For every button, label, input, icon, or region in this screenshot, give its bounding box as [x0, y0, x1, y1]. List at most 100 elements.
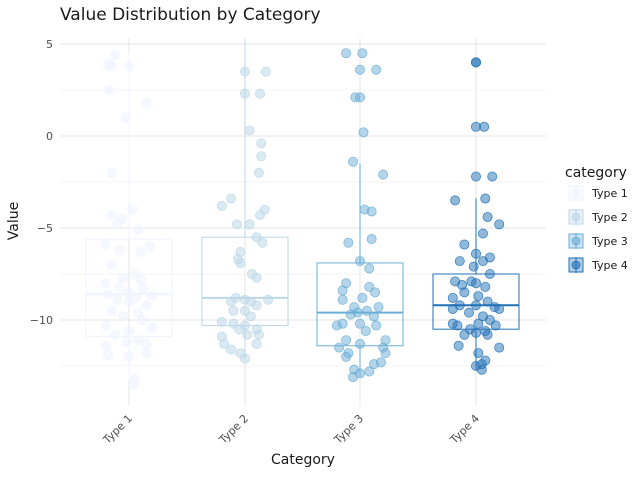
- box: [85, 238, 173, 338]
- y-tick-label: −10: [30, 314, 53, 327]
- data-point: [257, 237, 268, 248]
- data-point: [354, 338, 365, 349]
- legend-label: Type 3: [591, 235, 628, 248]
- data-point: [331, 320, 342, 331]
- data-point: [348, 372, 359, 383]
- data-point: [135, 274, 146, 285]
- data-point: [480, 193, 491, 204]
- data-point: [358, 127, 369, 138]
- data-point: [141, 338, 152, 349]
- data-point: [459, 329, 470, 340]
- data-point: [337, 285, 348, 296]
- data-point: [239, 88, 250, 99]
- data-point: [255, 88, 266, 99]
- grid: [60, 38, 546, 406]
- data-point: [137, 314, 148, 325]
- data-point: [103, 289, 114, 300]
- data-point: [133, 335, 144, 346]
- data-point: [112, 294, 123, 305]
- data-point: [124, 326, 135, 337]
- data-point: [482, 296, 493, 307]
- data-point: [118, 272, 129, 283]
- data-point: [484, 268, 495, 279]
- legend-swatch-point: [571, 236, 581, 246]
- data-point: [128, 379, 139, 390]
- legend-item: Type 3: [568, 233, 628, 249]
- data-point: [364, 263, 375, 274]
- data-point: [494, 219, 505, 230]
- data-point: [378, 169, 389, 180]
- data-point: [343, 237, 354, 248]
- data-point: [106, 210, 117, 221]
- data-point: [100, 278, 111, 289]
- data-point: [354, 92, 365, 103]
- data-point: [477, 256, 488, 267]
- data-point: [100, 320, 111, 331]
- data-point: [226, 296, 237, 307]
- box-group: [432, 57, 520, 375]
- data-point: [114, 245, 125, 256]
- data-point: [137, 283, 148, 294]
- data-point: [370, 287, 381, 298]
- data-point: [147, 322, 158, 333]
- data-point: [480, 281, 491, 292]
- data-point: [360, 326, 371, 337]
- data-point: [112, 219, 123, 230]
- data-point: [473, 318, 484, 329]
- data-point: [239, 353, 250, 364]
- data-point: [464, 307, 475, 318]
- data-point: [216, 316, 227, 327]
- data-point: [354, 64, 365, 75]
- data-point: [147, 291, 158, 302]
- data-point: [127, 204, 138, 215]
- legend: category Type 1 Type 2 Type 3 Type 4: [565, 165, 628, 273]
- data-point: [473, 291, 484, 302]
- data-point: [100, 340, 111, 351]
- data-point: [459, 239, 470, 250]
- data-point: [231, 219, 242, 230]
- data-point: [366, 234, 377, 245]
- legend-label: Type 1: [591, 187, 628, 200]
- data-point: [124, 61, 135, 72]
- data-point: [371, 320, 382, 331]
- data-point: [141, 348, 152, 359]
- data-point: [470, 171, 481, 182]
- y-tick-label: 5: [46, 38, 53, 51]
- data-point: [226, 193, 237, 204]
- data-point: [354, 256, 365, 267]
- data-point: [114, 281, 125, 292]
- data-point: [477, 228, 488, 239]
- data-point: [121, 337, 132, 348]
- data-point: [470, 327, 481, 338]
- data-point: [135, 246, 146, 257]
- data-point: [228, 305, 239, 316]
- data-point: [494, 303, 505, 314]
- data-point: [110, 50, 121, 61]
- data-point: [366, 206, 377, 217]
- data-point: [468, 261, 479, 272]
- y-tick-label: −5: [37, 222, 53, 235]
- legend-item: Type 4: [568, 257, 628, 273]
- data-point: [256, 138, 267, 149]
- y-axis-label: Value: [6, 202, 22, 240]
- data-point: [479, 121, 490, 132]
- data-point: [341, 335, 352, 346]
- data-point: [368, 359, 379, 370]
- x-tick-label: Type 4: [447, 412, 482, 447]
- data-point: [453, 340, 464, 351]
- data-point: [244, 219, 255, 230]
- y-tick-label: 0: [46, 130, 53, 143]
- x-tick-label: Type 2: [216, 412, 251, 447]
- data-point: [110, 329, 121, 340]
- data-point: [219, 338, 230, 349]
- plot-area: [85, 40, 520, 390]
- data-point: [256, 151, 267, 162]
- data-point: [368, 311, 379, 322]
- data-point: [255, 210, 266, 221]
- data-point: [118, 311, 129, 322]
- data-point: [494, 342, 505, 353]
- box-group: [201, 40, 289, 364]
- legend-swatch-point: [571, 212, 581, 222]
- data-point: [133, 224, 144, 235]
